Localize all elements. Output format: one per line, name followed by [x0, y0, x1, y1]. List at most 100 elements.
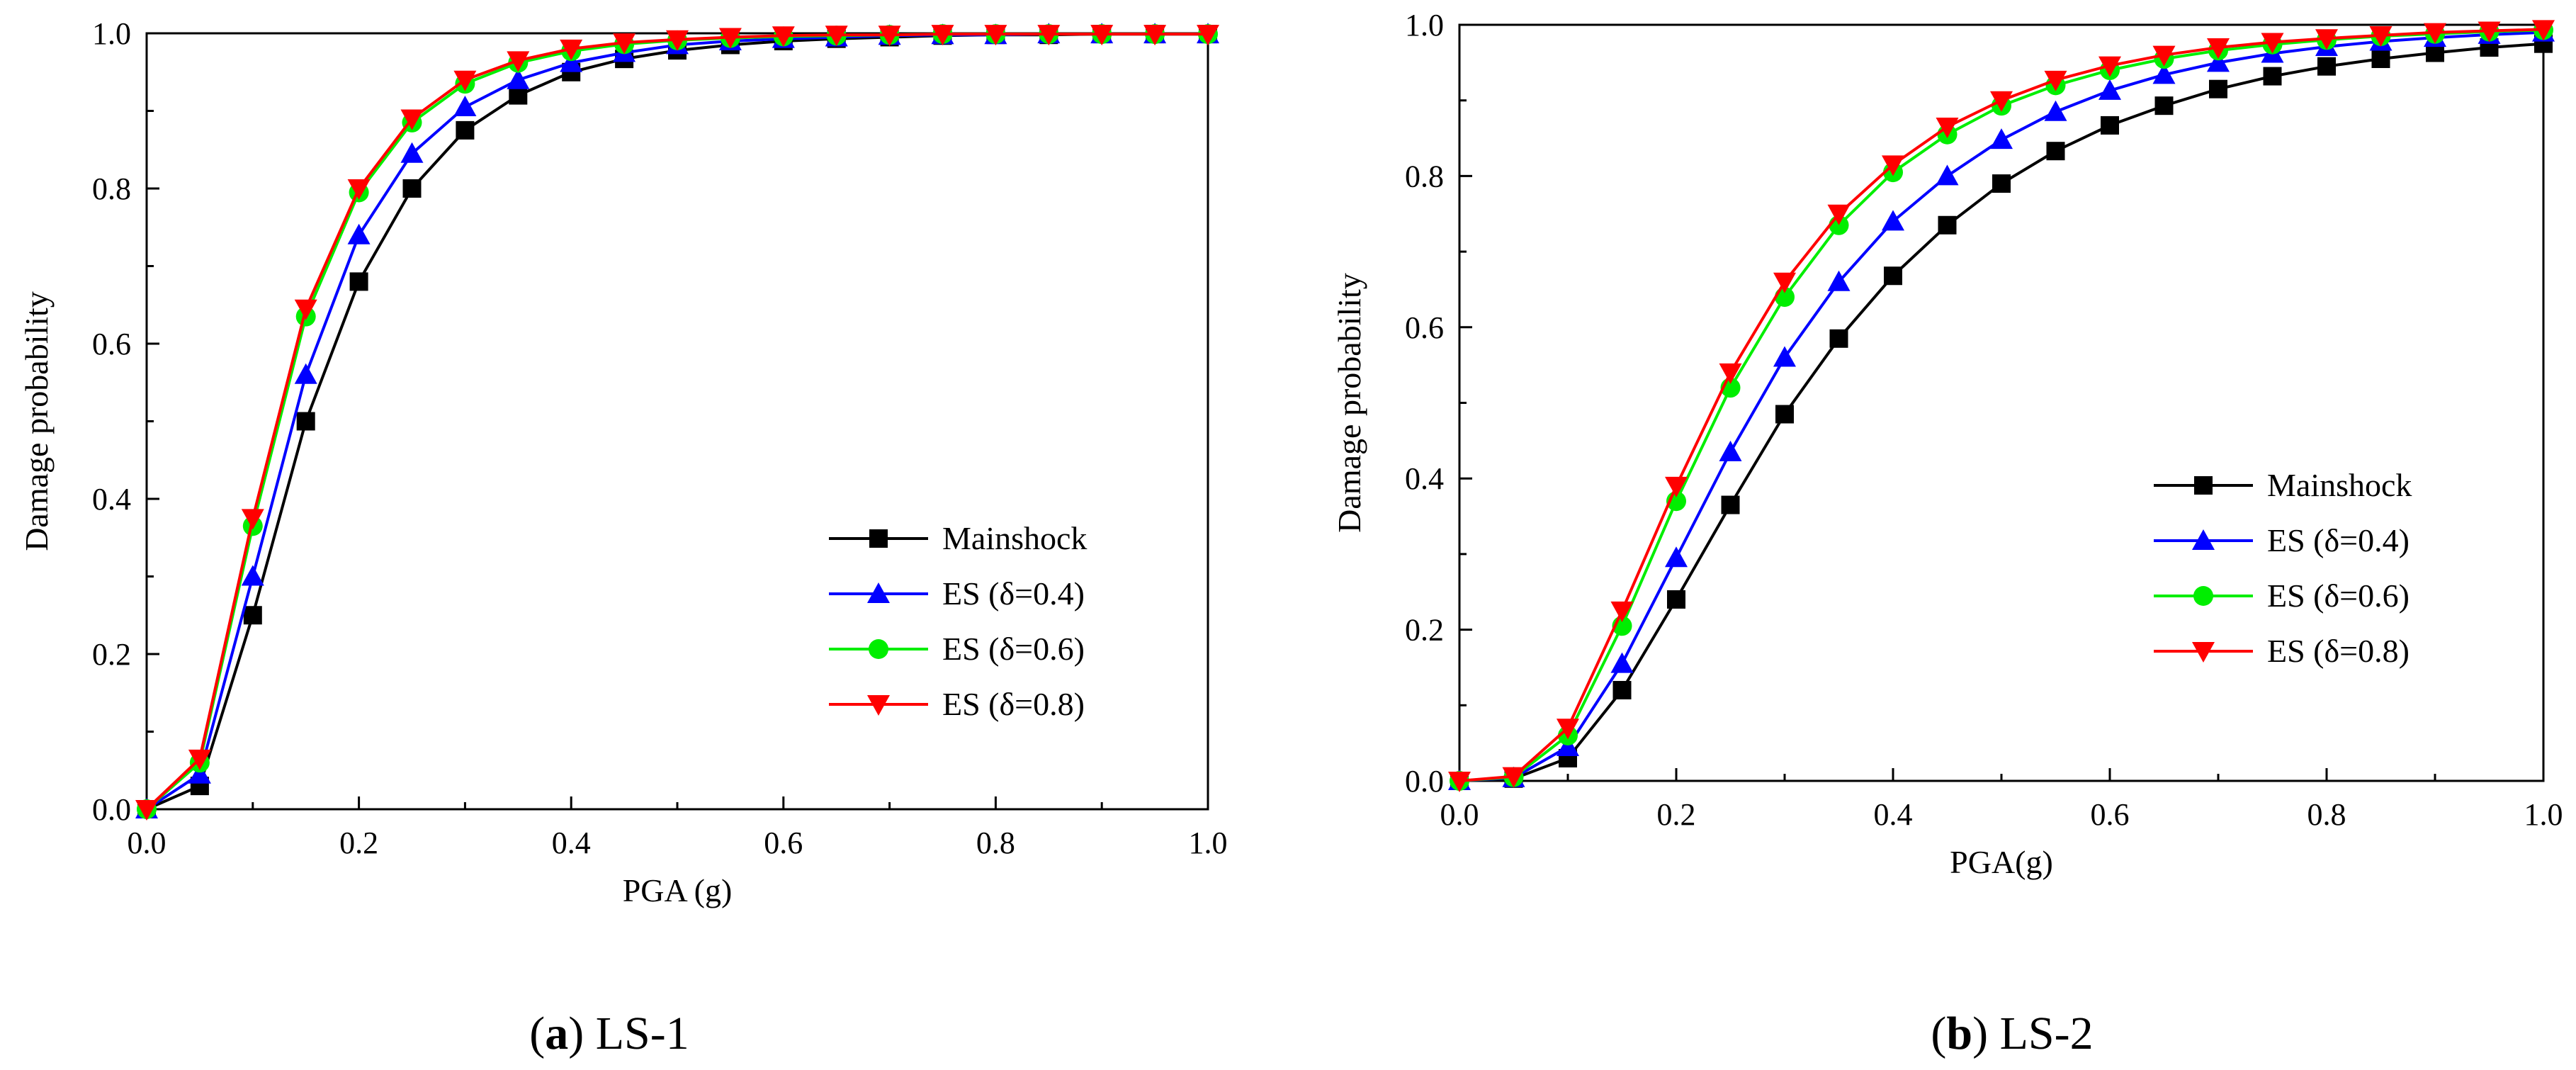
panel-label: b — [1946, 1008, 1972, 1059]
data-point — [2369, 26, 2393, 47]
x-tick-label: 1.0 — [1189, 826, 1228, 860]
data-point — [1610, 652, 1634, 673]
x-tick-label: 0.6 — [2091, 797, 2130, 832]
data-point — [188, 749, 211, 770]
data-point — [2101, 116, 2119, 135]
data-point — [2044, 70, 2067, 91]
x-tick-label: 0.2 — [1657, 797, 1696, 832]
data-point — [453, 96, 477, 117]
data-point — [1719, 440, 1742, 461]
y-tick-label: 0.0 — [92, 792, 131, 827]
data-point — [2154, 96, 2174, 116]
y-tick-label: 0.8 — [92, 171, 131, 206]
data-point — [347, 179, 371, 200]
legend-label: Mainshock — [2267, 467, 2412, 503]
data-point — [456, 120, 475, 140]
data-point — [347, 223, 371, 244]
data-point — [1090, 25, 1114, 46]
x-tick-label: 0.6 — [764, 826, 803, 860]
panel-caption: (a) LS-1 — [529, 1008, 689, 1059]
data-point — [560, 51, 583, 72]
data-point — [2371, 50, 2390, 69]
x-tick-label: 0.0 — [128, 826, 166, 860]
series-3 — [1448, 20, 2555, 792]
legend-marker — [2192, 642, 2215, 663]
legend-marker — [2192, 529, 2215, 550]
data-point — [1882, 155, 1904, 176]
charts-layer: 0.0 0.2 0.4 0.6 0.8 1.0 0.0 0.2 0.4 0.6 0.8 1.0 PGA … — [18, 8, 2563, 1059]
legend-marker — [2193, 586, 2213, 606]
data-point — [1882, 210, 1904, 231]
data-point — [1990, 91, 2013, 112]
data-point — [135, 800, 158, 821]
data-point — [878, 26, 901, 47]
panel-caption: (b) LS-2 — [1931, 1008, 2093, 1059]
data-point — [1557, 735, 1579, 756]
data-point — [2098, 79, 2121, 100]
data-point — [666, 30, 689, 51]
data-point — [453, 70, 477, 91]
series-3 — [135, 25, 1219, 821]
data-point — [2315, 29, 2338, 50]
data-point — [296, 412, 315, 431]
data-point — [1936, 164, 1959, 186]
legend-marker — [869, 639, 888, 659]
data-point — [402, 179, 422, 198]
data-point — [825, 26, 848, 47]
data-point — [718, 28, 742, 49]
data-point — [1829, 329, 1848, 348]
data-point — [2532, 20, 2555, 41]
data-point — [2207, 51, 2230, 72]
x-tick-label: 0.8 — [976, 826, 1015, 860]
x-tick-label: 0.4 — [1874, 797, 1913, 832]
y-tick-label: 0.6 — [92, 327, 131, 361]
data-point — [1665, 476, 1688, 497]
data-point — [1827, 270, 1851, 291]
legend-label: Mainshock — [942, 520, 1087, 556]
x-axis-title: PGA (g) — [623, 872, 733, 908]
data-point — [400, 142, 424, 163]
data-point — [2152, 63, 2176, 84]
legend-label: ES (δ=0.4) — [942, 575, 1085, 612]
data-point — [1197, 25, 1219, 46]
legend-marker — [867, 582, 890, 603]
data-point — [1610, 601, 1634, 622]
data-point — [294, 299, 317, 320]
data-point — [1557, 719, 1579, 740]
legend-label: ES (δ=0.8) — [2267, 633, 2410, 669]
data-point — [1773, 346, 1796, 367]
data-point — [2263, 67, 2282, 86]
data-point — [2261, 33, 2284, 54]
data-point — [613, 33, 636, 55]
x-tick-label: 1.0 — [2524, 797, 2563, 832]
chart-panel-a: 0.0 0.2 0.4 0.6 0.8 1.0 0.0 0.2 0.4 0.6 0.8 1.0 PGA … — [18, 16, 1228, 1059]
data-point — [560, 39, 583, 60]
y-tick-label: 0.4 — [92, 482, 131, 517]
data-point — [1992, 174, 2011, 193]
data-point — [931, 25, 954, 46]
data-point — [1990, 128, 2013, 150]
data-point — [2152, 45, 2176, 67]
panel-caption-text: LS-2 — [2000, 1008, 2094, 1059]
y-tick-label: 1.0 — [92, 16, 131, 51]
data-point — [772, 26, 795, 47]
data-point — [188, 762, 211, 784]
data-point — [1719, 363, 1742, 384]
data-point — [2478, 21, 2501, 43]
panel-caption-text: LS-1 — [596, 1008, 689, 1059]
legend-label: ES (δ=0.8) — [942, 686, 1085, 722]
data-point — [984, 25, 1007, 46]
data-point — [1502, 767, 1525, 788]
data-point — [1667, 590, 1685, 609]
y-tick-label: 0.4 — [1405, 461, 1444, 496]
chart-panel-b: 0.0 0.2 0.4 0.6 0.8 1.0 0.0 0.2 0.4 0.6 0.8 1.0 PGA(… — [1331, 8, 2563, 1059]
x-tick-label: 0.2 — [339, 826, 378, 860]
y-axis-title: Damage probability — [18, 291, 55, 551]
data-point — [294, 363, 317, 384]
data-point — [2317, 57, 2336, 76]
data-point — [1936, 118, 1959, 139]
data-point — [241, 565, 264, 586]
legend-label: ES (δ=0.6) — [942, 631, 1085, 667]
data-point — [2098, 56, 2121, 77]
